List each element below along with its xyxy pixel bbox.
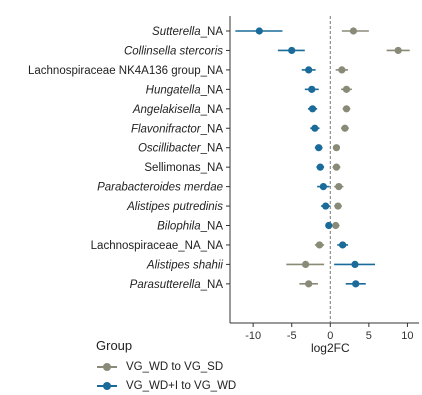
data-point [349,27,358,35]
legend-item-series-1: VG_WD to VG_SD [96,357,326,376]
series-layer [235,27,410,288]
y-axis-ticks [226,30,230,285]
category-label-suffix: _NA [200,84,224,96]
category-label-name: Alistipes putredinis [126,201,223,213]
data-point [308,105,317,113]
category-label-name: Sellimonas_NA [144,162,223,174]
category-label-name: Parasutterella [130,279,201,291]
series-2 [235,27,376,288]
category-label-name: Alistipes shahii [146,259,224,271]
data-point [341,124,349,132]
data-point [332,163,341,171]
data-point [302,260,310,268]
x-axis-ticks: -10 -5 0 5 10 [245,323,414,342]
x-tick-label: -5 [287,330,297,342]
data-point [315,241,324,249]
x-tick-label: -10 [245,330,261,342]
data-point [394,46,402,55]
data-point [339,241,347,249]
data-point [308,85,316,93]
data-point [311,124,319,132]
data-point [305,280,313,288]
category-label-suffix: _NA [200,279,224,291]
category-label: Hungatella_NA [146,84,224,96]
category-label: Parasutterella_NA [130,279,224,291]
data-point [338,66,346,74]
x-tick-label: 0 [327,330,333,342]
legend-dot-icon [103,362,111,371]
data-point [334,202,342,210]
data-point [332,144,341,152]
data-point [342,85,351,93]
category-label-name: Collinsella stercoris [124,45,223,57]
category-label: Lachnospiraceae_NA_NA [91,240,224,252]
category-label-name: Parabacteroides merdae [97,182,223,194]
data-point [305,66,313,74]
category-label-name: Lachnospiraceae_NA_NA [91,240,224,252]
data-point [316,163,324,171]
category-label-name: Bilophila [157,221,200,233]
category-label-name: Sutterella [152,26,201,38]
legend-dot-icon [103,381,111,390]
category-label: Sellimonas_NA [144,162,223,174]
category-label-name: Angelakisella [132,104,201,116]
category-label: Bilophila_NA [157,221,223,233]
series-1 [286,27,410,288]
data-point [322,202,330,210]
legend-label-series-1: VG_WD to VG_SD [126,360,224,373]
x-axis-title: log2FC [311,341,350,355]
category-label: Angelakisella_NA [132,104,223,116]
category-label-suffix: _NA [200,26,224,38]
category-label-suffix: _NA [200,123,224,135]
plot-panel [229,16,419,324]
category-label: Lachnospiraceae NK4A136 group_NA [28,65,223,77]
x-tick-label: 10 [401,330,413,342]
category-label-name: Lachnospiraceae NK4A136 group_NA [28,65,223,77]
legend-title: Group [96,338,133,353]
category-label: Alistipes putredinis [126,201,223,213]
data-point [332,221,340,230]
data-point [352,280,360,288]
data-point [288,46,296,55]
x-tick-label: 5 [366,330,372,342]
data-point [315,144,323,152]
category-label: Parabacteroides merdae [97,182,223,194]
category-label: Alistipes shahii [146,259,224,271]
data-point [351,260,359,268]
legend-key-series-2 [96,380,118,392]
legend-item-series-2: VG_WD+I to VG_WD [96,376,326,395]
data-point [255,27,263,35]
legend-label-series-2: VG_WD+I to VG_WD [126,379,237,392]
category-label: Flavonifractor_NA [131,123,223,135]
category-label-suffix: _NA [200,221,224,233]
category-label: Sutterella_NA [152,26,223,38]
category-label-name: Oscillibacter [138,143,202,155]
data-point [319,183,327,191]
data-point [335,183,343,191]
category-label-name: Flavonifractor [131,123,202,135]
category-label-suffix: _NA [200,143,224,155]
category-label-suffix: _NA [200,104,224,116]
legend-key-series-1 [96,361,118,373]
category-label-name: Hungatella [146,84,201,96]
category-label: Collinsella stercoris [124,45,223,57]
data-point [325,221,333,230]
category-label: Oscillibacter_NA [138,143,223,155]
data-point [342,105,351,113]
legend: Group VG_WD to VG_SD VG_WD+I to VG_WD [96,338,326,395]
